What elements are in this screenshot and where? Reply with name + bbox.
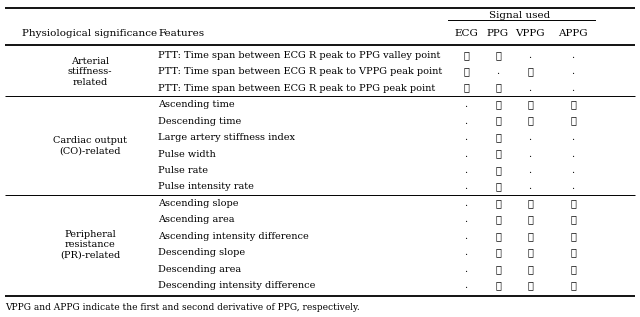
Text: ✓: ✓ — [495, 133, 501, 142]
Text: .: . — [572, 133, 575, 142]
Text: PTT: Time span between ECG R peak to PPG peak point: PTT: Time span between ECG R peak to PPG… — [158, 84, 435, 93]
Text: ✓: ✓ — [570, 232, 576, 241]
Text: Pulse rate: Pulse rate — [158, 166, 208, 175]
Text: .: . — [529, 133, 532, 142]
Text: .: . — [572, 67, 575, 76]
Text: .: . — [465, 183, 468, 191]
Text: .: . — [529, 51, 532, 60]
Text: PTT: Time span between ECG R peak to PPG valley point: PTT: Time span between ECG R peak to PPG… — [158, 51, 440, 60]
Text: .: . — [465, 150, 468, 158]
Text: ✓: ✓ — [495, 100, 501, 109]
Text: .: . — [572, 183, 575, 191]
Text: ✓: ✓ — [495, 199, 501, 208]
Text: .: . — [465, 281, 468, 290]
Text: .: . — [465, 117, 468, 126]
Text: .: . — [529, 84, 532, 93]
Text: .: . — [572, 150, 575, 158]
Text: ✓: ✓ — [527, 67, 533, 76]
Text: ✓: ✓ — [527, 117, 533, 126]
Text: ✓: ✓ — [495, 183, 501, 191]
Text: Pulse width: Pulse width — [158, 150, 216, 158]
Text: .: . — [465, 265, 468, 274]
Text: .: . — [465, 133, 468, 142]
Text: ✓: ✓ — [495, 84, 501, 93]
Text: .: . — [465, 215, 468, 224]
Text: PTT: Time span between ECG R peak to VPPG peak point: PTT: Time span between ECG R peak to VPP… — [158, 67, 442, 76]
Text: .: . — [529, 150, 532, 158]
Text: ✓: ✓ — [463, 67, 469, 76]
Text: ✓: ✓ — [570, 199, 576, 208]
Text: PPG: PPG — [487, 29, 509, 38]
Text: ✓: ✓ — [495, 215, 501, 224]
Text: ✓: ✓ — [527, 199, 533, 208]
Text: ✓: ✓ — [527, 281, 533, 290]
Text: ✓: ✓ — [527, 265, 533, 274]
Text: .: . — [529, 166, 532, 175]
Text: Arterial
stiffness-
related: Arterial stiffness- related — [68, 57, 112, 87]
Text: .: . — [465, 199, 468, 208]
Text: Ascending time: Ascending time — [158, 100, 235, 109]
Text: ✓: ✓ — [495, 232, 501, 241]
Text: Ascending slope: Ascending slope — [158, 199, 239, 208]
Text: VPPG and APPG indicate the first and second derivative of PPG, respectively.: VPPG and APPG indicate the first and sec… — [5, 302, 360, 312]
Text: ✓: ✓ — [495, 150, 501, 158]
Text: Features: Features — [158, 29, 204, 38]
Text: ✓: ✓ — [495, 117, 501, 126]
Text: .: . — [465, 100, 468, 109]
Text: ✓: ✓ — [527, 248, 533, 257]
Text: ✓: ✓ — [527, 215, 533, 224]
Text: VPPG: VPPG — [515, 29, 545, 38]
Text: ✓: ✓ — [495, 265, 501, 274]
Text: Descending intensity difference: Descending intensity difference — [158, 281, 316, 290]
Text: Large artery stiffness index: Large artery stiffness index — [158, 133, 295, 142]
Text: .: . — [572, 84, 575, 93]
Text: .: . — [572, 51, 575, 60]
Text: ✓: ✓ — [570, 117, 576, 126]
Text: Ascending area: Ascending area — [158, 215, 234, 224]
Text: ✓: ✓ — [570, 100, 576, 109]
Text: ✓: ✓ — [463, 51, 469, 60]
Text: .: . — [465, 166, 468, 175]
Text: Physiological significance: Physiological significance — [22, 29, 157, 38]
Text: Signal used: Signal used — [489, 11, 550, 21]
Text: ✓: ✓ — [570, 265, 576, 274]
Text: ✓: ✓ — [495, 51, 501, 60]
Text: ✓: ✓ — [570, 248, 576, 257]
Text: Pulse intensity rate: Pulse intensity rate — [158, 183, 254, 191]
Text: .: . — [497, 67, 500, 76]
Text: ✓: ✓ — [570, 281, 576, 290]
Text: .: . — [465, 232, 468, 241]
Text: ✓: ✓ — [495, 281, 501, 290]
Text: APPG: APPG — [558, 29, 588, 38]
Text: ✓: ✓ — [495, 248, 501, 257]
Text: .: . — [529, 183, 532, 191]
Text: Descending time: Descending time — [158, 117, 241, 126]
Text: .: . — [465, 248, 468, 257]
Text: Ascending intensity difference: Ascending intensity difference — [158, 232, 308, 241]
Text: ✓: ✓ — [527, 100, 533, 109]
Text: Descending area: Descending area — [158, 265, 241, 274]
Text: ECG: ECG — [454, 29, 478, 38]
Text: ✓: ✓ — [570, 215, 576, 224]
Text: ✓: ✓ — [495, 166, 501, 175]
Text: Cardiac output
(CO)-related: Cardiac output (CO)-related — [53, 136, 127, 156]
Text: ✓: ✓ — [527, 232, 533, 241]
Text: Descending slope: Descending slope — [158, 248, 245, 257]
Text: Peripheral
resistance
(PR)-related: Peripheral resistance (PR)-related — [60, 230, 120, 260]
Text: .: . — [572, 166, 575, 175]
Text: ✓: ✓ — [463, 84, 469, 93]
